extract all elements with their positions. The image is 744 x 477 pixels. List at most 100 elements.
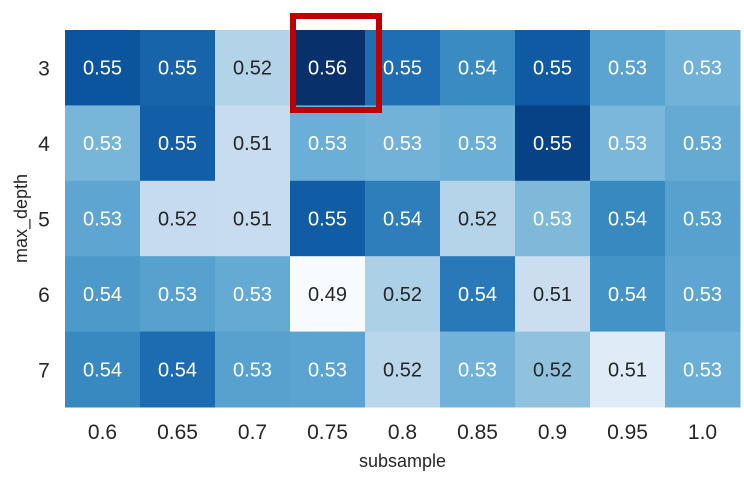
x-tick-label: 0.6 [88, 421, 117, 444]
heatmap-cell [590, 331, 666, 408]
y-axis-label: max_depth [11, 174, 32, 263]
cell-value-label: 0.54 [608, 209, 647, 231]
heatmap-cell [665, 256, 741, 333]
cell-value-label: 0.55 [533, 133, 572, 155]
heatmap-cell [665, 30, 741, 106]
heatmap-cell [365, 256, 441, 333]
cell-value-label: 0.51 [608, 359, 647, 381]
x-tick-label: 0.9 [538, 421, 567, 444]
cell-value-label: 0.53 [683, 209, 722, 231]
heatmap-cell [365, 180, 441, 257]
cell-value-label: 0.51 [233, 133, 272, 155]
heatmap-cell [290, 180, 366, 257]
heatmap-cell [140, 30, 216, 106]
cell-value-label: 0.49 [308, 284, 347, 306]
heatmap-cell [440, 256, 516, 333]
heatmap-cell [65, 30, 141, 106]
heatmap-cell [515, 331, 591, 408]
heatmap-cell [215, 331, 291, 408]
cell-value-label: 0.53 [233, 284, 272, 306]
heatmap-cell [515, 30, 591, 106]
cell-value-label: 0.55 [308, 209, 347, 231]
cell-value-label: 0.53 [83, 209, 122, 231]
y-tick-label: 7 [38, 359, 50, 382]
heatmap-cell [590, 256, 666, 333]
cell-value-label: 0.55 [83, 58, 122, 80]
heatmap-cell [65, 256, 141, 333]
heatmap-cell [590, 105, 666, 182]
x-tick-label: 0.8 [388, 421, 417, 444]
x-tick-label: 0.65 [157, 421, 198, 444]
heatmap-cell [65, 331, 141, 408]
cell-value-label: 0.55 [158, 133, 197, 155]
heatmap-cell [440, 180, 516, 257]
cell-value-label: 0.55 [383, 58, 422, 80]
cell-value-label: 0.54 [383, 209, 422, 231]
cell-value-label: 0.52 [458, 209, 497, 231]
cell-value-label: 0.53 [683, 133, 722, 155]
heatmap-cell [215, 30, 291, 106]
heatmap-cell [65, 180, 141, 257]
cell-value-label: 0.55 [533, 58, 572, 80]
heatmap-cell [665, 331, 741, 408]
cell-value-label: 0.53 [608, 58, 647, 80]
heatmap-cell [515, 180, 591, 257]
cell-value-label: 0.53 [683, 284, 722, 306]
cell-value-label: 0.53 [383, 133, 422, 155]
heatmap-cell [290, 30, 366, 106]
cell-value-label: 0.54 [83, 284, 122, 306]
cell-value-label: 0.53 [158, 284, 197, 306]
x-axis-label: subsample [359, 451, 446, 471]
heatmap-cell [515, 256, 591, 333]
cell-value-label: 0.52 [533, 359, 572, 381]
cell-value-label: 0.54 [608, 284, 647, 306]
heatmap-cell [515, 105, 591, 182]
heatmap-cell [365, 105, 441, 182]
heatmap-cell [140, 180, 216, 257]
cell-value-label: 0.54 [458, 284, 497, 306]
cell-value-label: 0.53 [233, 359, 272, 381]
cell-value-label: 0.52 [383, 359, 422, 381]
cell-value-label: 0.54 [158, 359, 197, 381]
cell-value-label: 0.56 [308, 58, 347, 80]
heatmap-cell [215, 180, 291, 257]
cell-value-label: 0.53 [683, 58, 722, 80]
heatmap-cell [590, 30, 666, 106]
x-tick-label: 0.7 [238, 421, 267, 444]
cell-value-label: 0.53 [533, 209, 572, 231]
heatmap-cell [290, 256, 366, 333]
heatmap-cell [665, 180, 741, 257]
cell-value-label: 0.53 [608, 133, 647, 155]
heatmap-cell [440, 331, 516, 408]
cell-value-label: 0.53 [458, 359, 497, 381]
cell-value-label: 0.51 [533, 284, 572, 306]
cell-value-label: 0.53 [308, 133, 347, 155]
y-tick-label: 5 [38, 209, 50, 232]
cell-value-label: 0.51 [233, 209, 272, 231]
heatmap-cell [140, 331, 216, 408]
heatmap-cells: 0.55 0.55 0.52 0.56 0.55 0.54 0.55 0.53 0.53 0.53… [65, 30, 741, 408]
x-tick-label: 1.0 [688, 421, 717, 444]
cell-value-label: 0.53 [683, 359, 722, 381]
x-tick-label: 0.85 [457, 421, 498, 444]
y-tick-label: 6 [38, 284, 50, 307]
y-tick-label: 3 [38, 58, 50, 81]
heatmap-cell [290, 105, 366, 182]
cell-value-label: 0.52 [383, 284, 422, 306]
heatmap-cell [140, 105, 216, 182]
heatmap-cell [440, 30, 516, 106]
heatmap-cell [140, 256, 216, 333]
heatmap-cell [440, 105, 516, 182]
cell-value-label: 0.53 [458, 133, 497, 155]
cell-value-label: 0.53 [308, 359, 347, 381]
cell-value-label: 0.53 [83, 133, 122, 155]
cell-value-label: 0.55 [158, 58, 197, 80]
heatmap-cell [365, 331, 441, 408]
highlight-box [290, 13, 382, 113]
cell-value-label: 0.54 [83, 359, 122, 381]
heatmap-cell [665, 105, 741, 182]
y-tick-label: 4 [38, 133, 50, 156]
cell-value-label: 0.52 [233, 58, 272, 80]
heatmap-cell [290, 331, 366, 408]
